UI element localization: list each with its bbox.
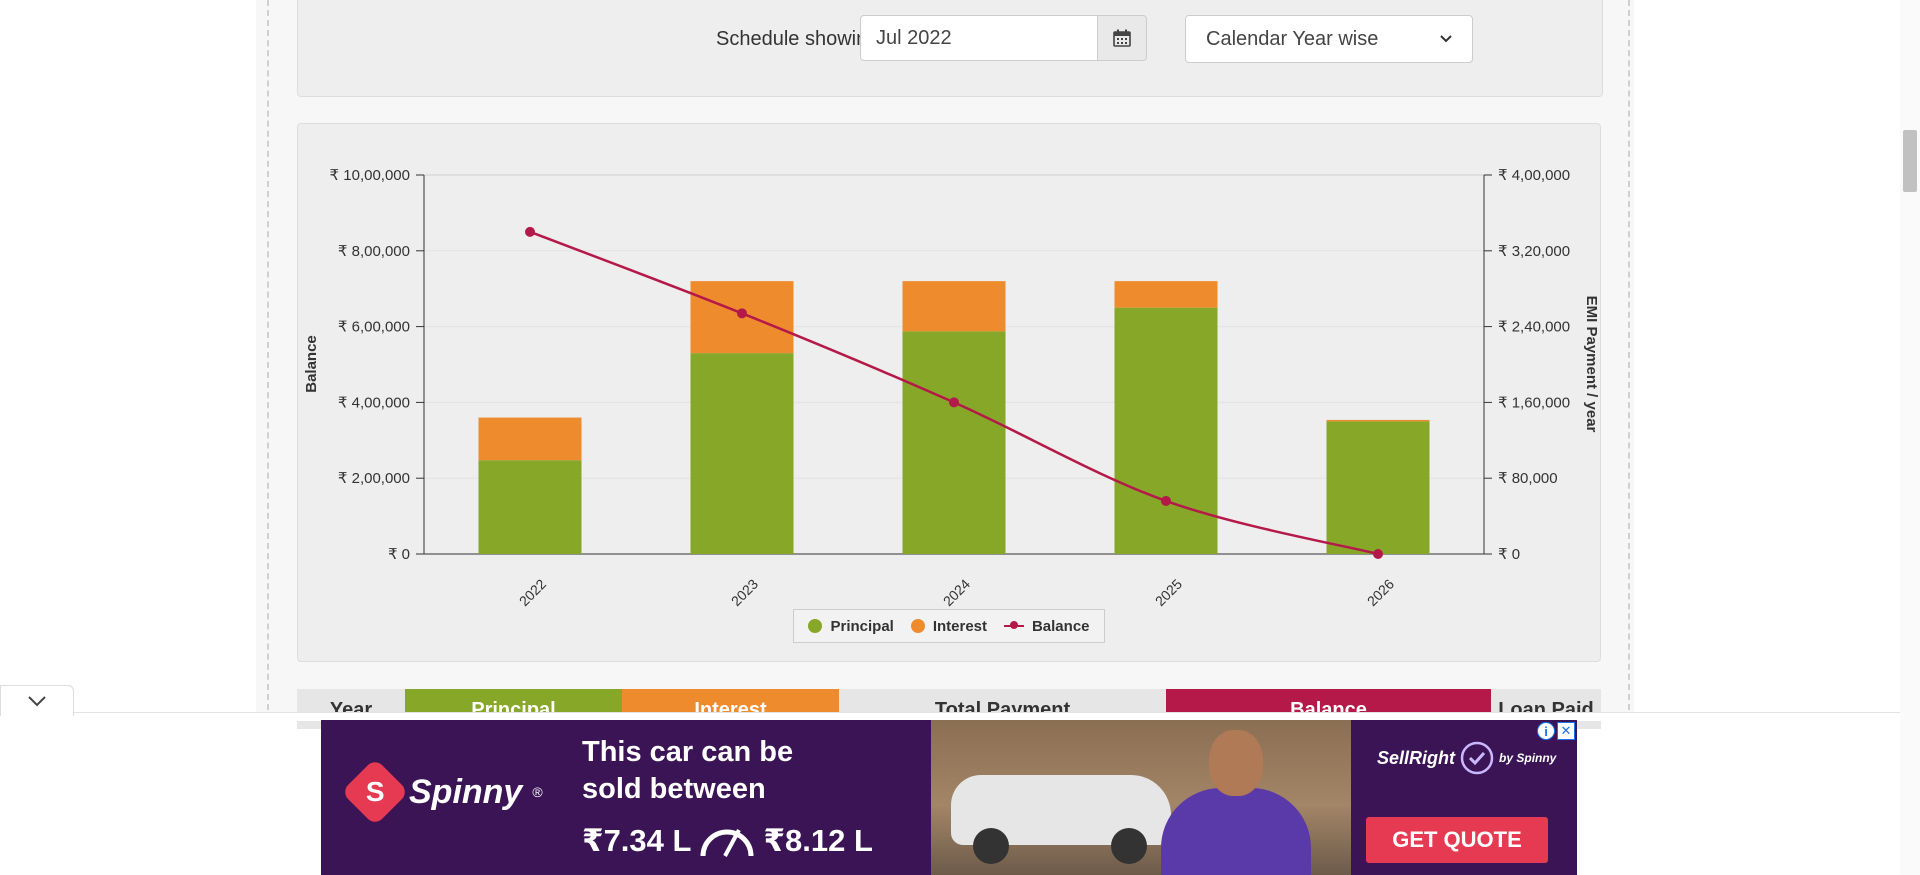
- bar-principal: [1114, 307, 1218, 554]
- bar-interest: [478, 417, 582, 461]
- left-tick-label: ₹ 0: [388, 546, 410, 563]
- chevron-down-icon: [1440, 35, 1452, 43]
- balance-point: [949, 397, 959, 408]
- bar-principal: [902, 331, 1006, 554]
- legend-item-balance[interactable]: Balance: [1003, 617, 1090, 635]
- x-tick-label: 2026: [1364, 576, 1397, 609]
- bar-principal: [478, 460, 582, 554]
- right-tick-label: ₹ 4,00,000: [1498, 167, 1570, 184]
- x-tick-label: 2022: [516, 576, 549, 609]
- balance-point: [1161, 495, 1171, 506]
- column-divider-left: [267, 0, 269, 720]
- bar-interest: [1326, 419, 1430, 422]
- right-tick-label: ₹ 80,000: [1498, 470, 1558, 487]
- ad-collapse-toggle[interactable]: [0, 685, 74, 716]
- left-tick-label: ₹ 4,00,000: [338, 394, 410, 411]
- header-principal: Principal: [405, 689, 622, 729]
- legend-item-principal[interactable]: Principal: [808, 617, 894, 635]
- speedometer-icon: [700, 829, 754, 857]
- chevron-down-icon: [28, 696, 46, 707]
- x-tick-label: 2025: [1152, 576, 1185, 609]
- ad-divider: [0, 712, 1920, 721]
- legend-interest-label: Interest: [932, 617, 987, 635]
- legend-interest-marker: [910, 619, 925, 633]
- left-axis-title: Balance: [303, 335, 320, 393]
- balance-point: [737, 308, 747, 319]
- legend-balance-label: Balance: [1031, 617, 1090, 635]
- bar-principal: [690, 353, 794, 554]
- left-tick-label: ₹ 2,00,000: [338, 470, 410, 487]
- ad-close-icon[interactable]: ✕: [1557, 722, 1575, 740]
- left-tick-label: ₹ 6,00,000: [338, 319, 410, 336]
- right-tick-label: ₹ 3,20,000: [1498, 243, 1570, 260]
- advertisement-banner[interactable]: S Spinny ® This car can be sold between ₹…: [321, 720, 1577, 875]
- person-image: [1161, 730, 1311, 875]
- spinny-logo: S Spinny ®: [341, 758, 543, 826]
- column-divider-right: [1628, 0, 1630, 720]
- bar-interest: [1114, 281, 1218, 308]
- view-mode-selected: Calendar Year wise: [1206, 27, 1379, 50]
- bar-interest: [902, 281, 1006, 332]
- sellright-logo: SellRight by Spinny: [1377, 740, 1556, 776]
- right-tick-label: ₹ 0: [1498, 546, 1520, 563]
- right-tick-label: ₹ 2,40,000: [1498, 319, 1570, 336]
- right-axis-title: EMI Payment / year: [1583, 296, 1600, 433]
- x-tick-label: 2024: [940, 576, 973, 609]
- view-mode-select[interactable]: Calendar Year wise: [1185, 15, 1473, 63]
- emi-chart-card: ₹ 0 ₹ 2,00,000 ₹ 4,00,000 ₹ 6,00,000 ₹ 8,00,…: [297, 123, 1601, 662]
- start-date-input[interactable]: [860, 15, 1098, 61]
- chart-legend: Principal Interest Balance: [793, 609, 1105, 643]
- left-tick-label: ₹ 8,00,000: [338, 243, 410, 260]
- get-quote-button[interactable]: GET QUOTE: [1366, 817, 1548, 863]
- balance-point: [1373, 549, 1383, 559]
- scrollbar-thumb[interactable]: [1903, 130, 1917, 192]
- check-circle-icon: [1460, 741, 1494, 775]
- balance-point: [525, 226, 535, 237]
- ad-info-icon[interactable]: i: [1537, 722, 1555, 740]
- bar-principal: [1326, 421, 1430, 554]
- ad-photo: [931, 720, 1351, 875]
- right-tick-label: ₹ 1,60,000: [1498, 394, 1570, 411]
- legend-balance-marker: [1003, 621, 1024, 629]
- page-scrollbar[interactable]: [1900, 0, 1920, 875]
- calendar-button[interactable]: [1097, 15, 1147, 61]
- ad-headline: This car can be sold between: [582, 736, 794, 805]
- x-tick-label: 2023: [728, 576, 761, 609]
- calendar-icon: [1113, 29, 1131, 47]
- emi-chart: ₹ 0 ₹ 2,00,000 ₹ 4,00,000 ₹ 6,00,000 ₹ 8,00,…: [303, 167, 1600, 609]
- ad-price-range: ₹7.34 L ₹8.12 L: [582, 823, 873, 858]
- legend-item-interest[interactable]: Interest: [910, 617, 987, 635]
- legend-principal-marker: [808, 619, 823, 633]
- legend-principal-label: Principal: [830, 617, 894, 635]
- left-tick-label: ₹ 10,00,000: [330, 167, 410, 184]
